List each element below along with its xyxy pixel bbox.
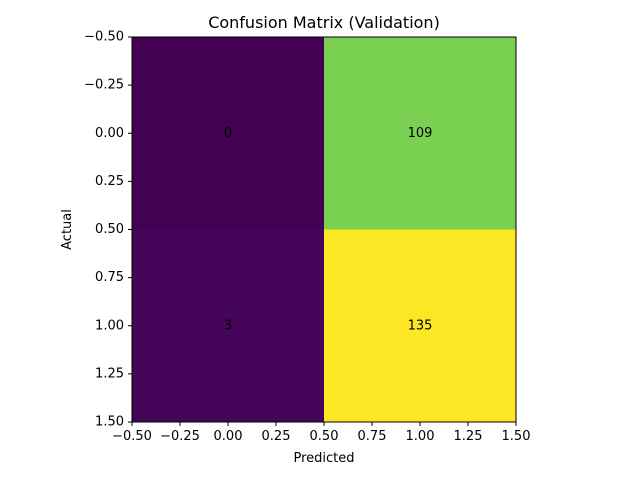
heatmap-cells	[132, 37, 516, 422]
cell-labels: 0 109 3 135	[224, 126, 433, 334]
y-tick-label: 1.00	[95, 318, 124, 333]
cell-value-label-r0-c1: 109	[408, 126, 433, 141]
y-tick-label: 0.00	[95, 126, 124, 141]
y-tick-label: −0.50	[84, 30, 124, 45]
y-tick-label: 1.25	[95, 366, 124, 381]
x-axis-ticks: −0.50 −0.25 0.00 0.25 0.50 0.75 1.00 1.25 1.50	[112, 422, 530, 444]
y-tick-label: 1.50	[95, 415, 124, 430]
y-tick-label: 0.50	[95, 222, 124, 237]
heatmap-cell-r1-c0	[132, 229, 324, 422]
heatmap-cell-r0-c1	[324, 37, 516, 230]
x-tick-label: 0.50	[310, 429, 339, 444]
heatmap-cell-r0-c0	[132, 37, 324, 230]
y-axis-label: Actual	[60, 209, 75, 250]
x-tick-label: −0.50	[112, 429, 152, 444]
y-tick-label: −0.25	[84, 78, 124, 93]
y-tick-label: 0.75	[95, 270, 124, 285]
x-tick-label: 1.00	[406, 429, 435, 444]
x-axis-label: Predicted	[293, 451, 354, 466]
cell-value-label-r1-c0: 3	[224, 318, 232, 333]
heatmap-cell-r1-c1	[324, 229, 516, 422]
x-tick-label: 0.00	[214, 429, 243, 444]
y-axis-ticks: −0.50 −0.25 0.00 0.25 0.50 0.75 1.00 1.25 1.50	[84, 30, 132, 430]
cell-value-label-r1-c1: 135	[408, 318, 433, 333]
x-tick-label: −0.25	[160, 429, 200, 444]
x-tick-label: 0.25	[262, 429, 291, 444]
x-tick-label: 1.50	[502, 429, 531, 444]
cell-value-label-r0-c0: 0	[224, 126, 232, 141]
y-tick-label: 0.25	[95, 174, 124, 189]
x-tick-label: 0.75	[358, 429, 387, 444]
chart-title: Confusion Matrix (Validation)	[208, 13, 440, 32]
x-tick-label: 1.25	[454, 429, 483, 444]
